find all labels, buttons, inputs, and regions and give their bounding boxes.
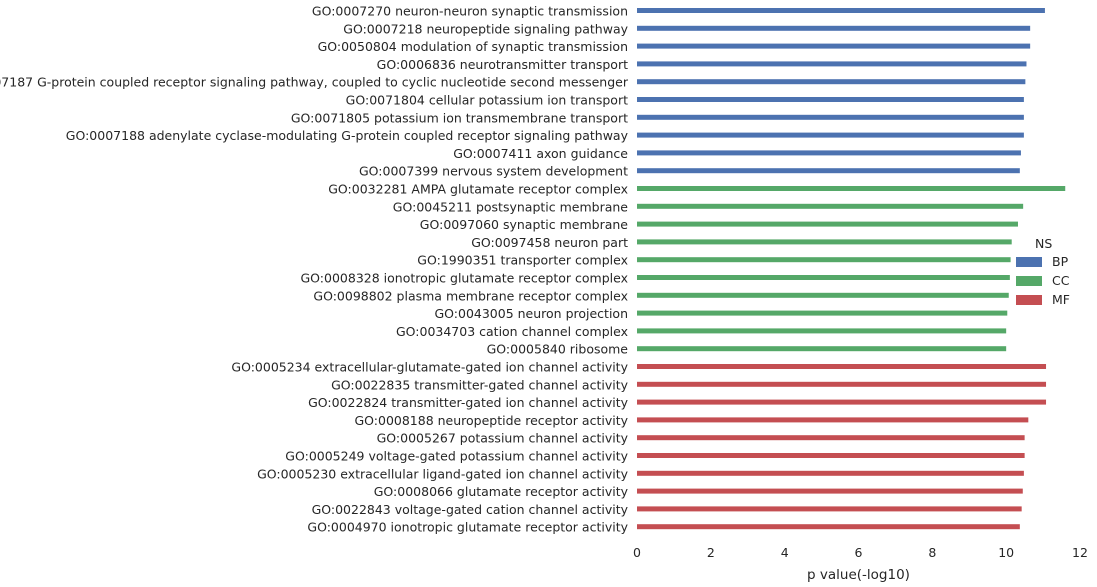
category-label: GO:0004970 ionotropic glutamate receptor… (307, 520, 628, 535)
bar-go-0008066 (637, 488, 1023, 494)
x-tick-label: 2 (707, 545, 715, 560)
legend-label-mf: MF (1052, 292, 1070, 307)
bar-go-0022824 (637, 399, 1047, 405)
bars (637, 8, 1066, 530)
bar-go-0043005 (637, 310, 1008, 316)
bar-go-0022835 (637, 381, 1047, 387)
category-label: GO:0008328 ionotropic glutamate receptor… (301, 271, 629, 286)
category-label: GO:0034703 cation channel complex (396, 324, 628, 339)
category-label: GO:0005249 voltage-gated potassium chann… (285, 449, 628, 464)
bar-go-0007399 (637, 168, 1020, 174)
x-tick-label: 10 (998, 545, 1014, 560)
bar-go-0006836 (637, 61, 1027, 67)
category-label: GO:0006836 neurotransmitter transport (377, 57, 628, 72)
bar-go-0007188 (637, 132, 1024, 138)
legend-title: NS (1035, 236, 1052, 251)
category-label: GO:0007411 axon guidance (453, 146, 628, 161)
x-tick-label: 6 (855, 545, 863, 560)
legend-label-cc: CC (1052, 273, 1070, 288)
bar-go-0071805 (637, 114, 1024, 120)
x-tick-label: 8 (928, 545, 936, 560)
bar-go-1990351 (637, 257, 1011, 263)
legend-swatch-mf (1016, 295, 1042, 305)
legend-swatch-cc (1016, 276, 1042, 286)
category-label: GO:0050804 modulation of synaptic transm… (318, 39, 628, 54)
bar-go-0098802 (637, 292, 1009, 298)
category-label: GO:0005267 potassium channel activity (377, 431, 629, 446)
legend: NS BP CC MF (1016, 236, 1070, 307)
category-label: GO:1990351 transporter complex (417, 253, 628, 268)
bar-go-0007411 (637, 150, 1021, 156)
bar-go-0005267 (637, 435, 1025, 441)
category-label: GO:0007270 neuron-neuron synaptic transm… (312, 4, 628, 19)
bar-go-0032281 (637, 186, 1066, 191)
legend-label-bp: BP (1052, 254, 1069, 269)
category-label: GO:0005840 ribosome (487, 342, 629, 357)
category-label: GO:0098802 plasma membrane receptor comp… (313, 288, 628, 303)
bar-go-0050804 (637, 43, 1031, 49)
bar-go-0007187 (637, 79, 1026, 85)
category-label: GO:0071804 cellular potassium ion transp… (346, 93, 628, 108)
bar-go-0005230 (637, 470, 1024, 476)
bar-go-0071804 (637, 97, 1024, 102)
category-label: GO:0071805 potassium ion transmembrane t… (291, 110, 628, 125)
bar-go-0008188 (637, 417, 1029, 423)
category-label: GO:0022843 voltage-gated cation channel … (312, 502, 629, 517)
category-label: GO:0045211 postsynaptic membrane (393, 199, 629, 214)
bar-go-0097458 (637, 239, 1012, 245)
x-tick-label: 0 (633, 545, 641, 560)
category-label: GO:0032281 AMPA glutamate receptor compl… (328, 182, 628, 197)
bar-go-0034703 (637, 328, 1007, 334)
category-label: GO:0005234 extracellular-glutamate-gated… (231, 360, 628, 375)
bar-go-0045211 (637, 203, 1024, 209)
category-label: GO:0022824 transmitter-gated ion channel… (308, 395, 629, 410)
bar-go-0005234 (637, 364, 1047, 369)
bar-go-0005249 (637, 453, 1025, 458)
legend-swatch-bp (1016, 257, 1042, 267)
category-label: GO:0022835 transmitter-gated channel act… (331, 377, 628, 392)
x-axis-title: p value(-log10) (807, 567, 910, 583)
x-axis-ticks: 0 2 4 6 8 10 12 (633, 545, 1088, 560)
bar-go-0022843 (637, 506, 1022, 512)
x-tick-label: 12 (1072, 545, 1088, 560)
category-label: GO:0007188 adenylate cyclase-modulating … (66, 128, 629, 143)
category-label: GO:0008066 glutamate receptor activity (374, 484, 629, 499)
category-label: GO:0097458 neuron part (471, 235, 628, 250)
category-label: GO:0005230 extracellular ligand-gated io… (257, 466, 629, 481)
x-tick-label: 4 (781, 545, 789, 560)
category-label: GO:0007399 nervous system development (359, 164, 628, 179)
category-label: GO:0097060 synaptic membrane (420, 217, 629, 232)
bar-go-0004970 (637, 524, 1020, 530)
category-label: GO:0008188 neuropeptide receptor activit… (354, 413, 628, 428)
category-labels: GO:0007270 neuron-neuron synaptic transm… (0, 4, 629, 535)
category-label: GO:0007218 neuropeptide signaling pathwa… (343, 21, 628, 36)
bar-go-0008328 (637, 275, 1010, 280)
bar-go-0007218 (637, 25, 1031, 31)
bar-go-0007270 (637, 8, 1045, 13)
category-label: GO:0007187 G-protein coupled receptor si… (0, 75, 629, 90)
bar-go-0097060 (637, 221, 1018, 227)
bar-go-0005840 (637, 346, 1007, 352)
category-label: GO:0043005 neuron projection (434, 306, 628, 321)
